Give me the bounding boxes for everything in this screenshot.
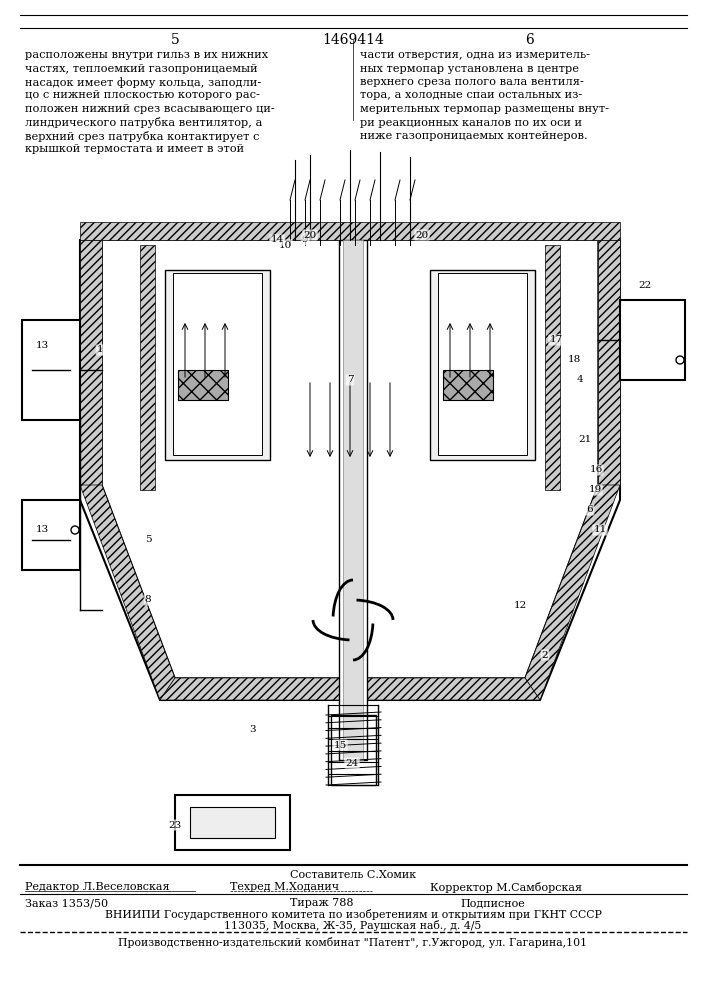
Text: 1: 1 [97,346,103,355]
Bar [438,273,527,455]
Text: частях, теплоемкий газопроницаемый: частях, теплоемкий газопроницаемый [25,64,257,74]
Polygon shape [598,240,620,485]
Polygon shape [80,240,102,485]
Bar [343,240,363,760]
Text: тора, а холодные спаи остальных из-: тора, а холодные спаи остальных из- [360,91,583,101]
Text: Редактор Л.Веселовская: Редактор Л.Веселовская [25,882,170,892]
Text: ных термопар установлена в центре: ных термопар установлена в центре [360,64,579,74]
Polygon shape [80,240,620,700]
Bar [22,320,80,420]
Text: 13: 13 [35,340,49,350]
Text: 7: 7 [346,375,354,384]
Text: 6: 6 [525,33,534,47]
Text: 5: 5 [145,536,151,544]
Text: Заказ 1353/50: Заказ 1353/50 [25,898,108,908]
Polygon shape [545,245,560,490]
Text: мерительных термопар размещены внут-: мерительных термопар размещены внут- [360,104,609,114]
Text: 15: 15 [334,740,346,750]
Text: 9: 9 [302,235,308,244]
Text: 11: 11 [593,526,607,534]
Bar [178,370,228,400]
Text: 16: 16 [590,466,602,475]
Text: цо с нижней плоскостью которого рас-: цо с нижней плоскостью которого рас- [25,91,260,101]
Text: ри реакционных каналов по их оси и: ри реакционных каналов по их оси и [360,117,582,127]
Text: 3: 3 [250,726,257,734]
Text: 20: 20 [303,231,317,239]
Polygon shape [80,485,175,700]
Text: Техред М.Ходанич: Техред М.Ходанич [230,882,339,892]
Bar [165,270,270,460]
Bar [339,240,367,760]
Text: 13: 13 [35,526,49,534]
Text: крышкой термостата и имеет в этой: крышкой термостата и имеет в этой [25,144,244,154]
Text: ВНИИПИ Государственного комитета по изобретениям и открытиям при ГКНТ СССР: ВНИИПИ Государственного комитета по изоб… [105,909,602,920]
Polygon shape [140,245,155,490]
Text: Корректор М.Самборская: Корректор М.Самборская [430,882,582,893]
Polygon shape [525,485,620,700]
Text: 23: 23 [168,820,182,830]
Bar [620,300,685,380]
Text: 10: 10 [279,240,291,249]
Text: 22: 22 [638,280,652,290]
Bar [22,500,80,570]
Bar [443,370,493,400]
Text: Подписное: Подписное [460,898,525,908]
Text: 19: 19 [588,486,602,494]
Text: 17: 17 [549,336,563,344]
Text: 12: 12 [513,600,527,609]
Polygon shape [102,240,598,678]
Text: части отверстия, одна из измеритель-: части отверстия, одна из измеритель- [360,50,590,60]
Circle shape [676,356,684,364]
Text: 2: 2 [542,650,549,660]
Text: 20: 20 [416,231,428,239]
Text: Производственно-издательский комбинат "Патент", г.Ужгород, ул. Гагарина,101: Производственно-издательский комбинат "П… [119,937,588,948]
Text: линдрического патрубка вентилятор, а: линдрического патрубка вентилятор, а [25,117,262,128]
Text: верхнего среза полого вала вентиля-: верхнего среза полого вала вентиля- [360,77,584,87]
Text: положен нижний срез всасывающего ци-: положен нижний срез всасывающего ци- [25,104,275,114]
Text: ниже газопроницаемых контейнеров.: ниже газопроницаемых контейнеров. [360,131,588,141]
Text: 113035, Москва, Ж-35, Раушская наб., д. 4/5: 113035, Москва, Ж-35, Раушская наб., д. … [224,920,481,931]
Text: расположены внутри гильз в их нижних: расположены внутри гильз в их нижних [25,50,268,60]
Text: 24: 24 [346,758,358,768]
Polygon shape [80,222,620,240]
Text: Тираж 788: Тираж 788 [290,898,354,908]
Text: 8: 8 [145,595,151,604]
Bar [331,715,376,785]
Text: 1469414: 1469414 [322,33,384,47]
Text: 5: 5 [170,33,180,47]
Text: верхний срез патрубка контактирует с: верхний срез патрубка контактирует с [25,131,259,142]
Bar [190,807,275,838]
Text: Составитель С.Хомик: Составитель С.Хомик [290,870,416,880]
Text: 21: 21 [578,436,592,444]
Text: 18: 18 [568,356,580,364]
Text: 14: 14 [270,235,284,244]
Bar [175,795,290,850]
Bar [430,270,535,460]
Text: 6: 6 [587,506,593,514]
Bar [173,273,262,455]
Circle shape [71,526,79,534]
Text: насадок имеет форму кольца, заподли-: насадок имеет форму кольца, заподли- [25,77,262,88]
Polygon shape [160,678,540,700]
Text: 4: 4 [577,375,583,384]
